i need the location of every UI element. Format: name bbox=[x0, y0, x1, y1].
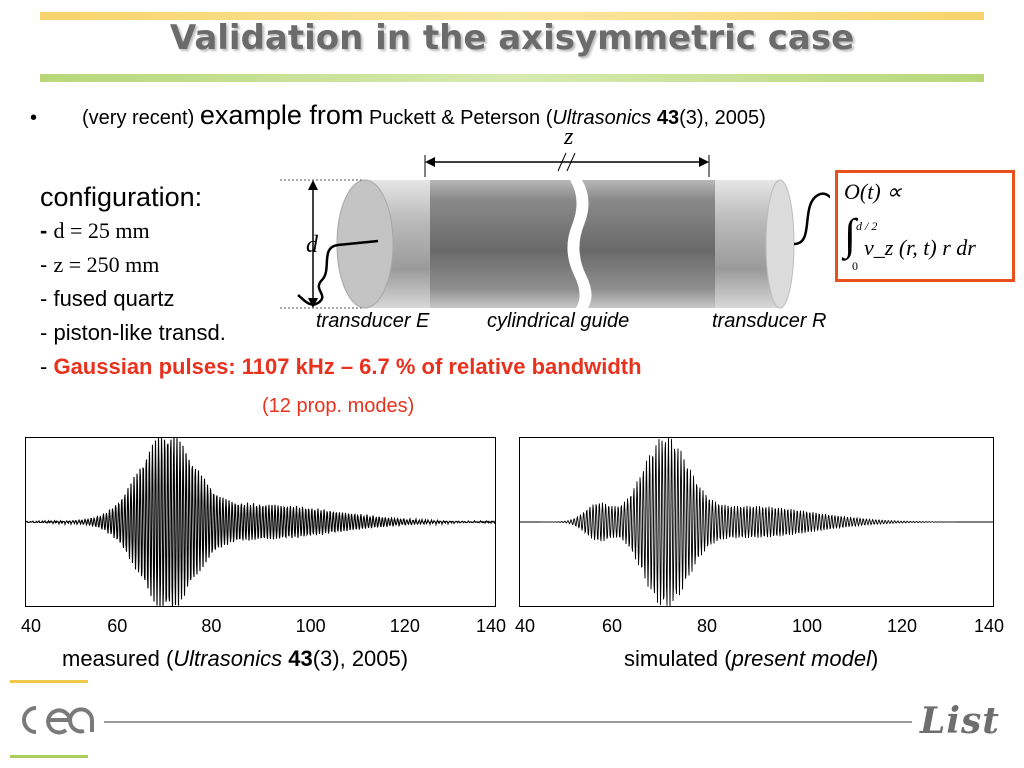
caption-measured-main: measured ( bbox=[62, 646, 174, 671]
config-d-value: d = 25 mm bbox=[53, 218, 150, 243]
config-d: - d = 25 mm bbox=[40, 218, 150, 243]
config-z: - z = 250 mm bbox=[40, 252, 160, 277]
formula-box: O(t) ∝ ∫ d / 2 0 v_z (r, t) r dr bbox=[835, 170, 1015, 282]
formula-upper: d / 2 bbox=[856, 219, 878, 233]
logo-bar-bottom bbox=[10, 755, 88, 758]
footer-line bbox=[104, 721, 912, 723]
waveform-simulated bbox=[520, 436, 993, 608]
formula-line1: O(t) ∝ bbox=[844, 179, 902, 204]
z-break-2 bbox=[566, 152, 576, 172]
bullet-line: • (very recent) example from Puckett & Pe… bbox=[30, 100, 766, 131]
tick-label: 40 bbox=[21, 616, 42, 636]
formula-body: v_z (r, t) r dr bbox=[864, 235, 976, 260]
config-material-value: fused quartz bbox=[53, 286, 175, 311]
tick-label: 80 bbox=[201, 616, 222, 636]
label-transducer-e: transducer E bbox=[316, 310, 430, 332]
cable-r bbox=[793, 192, 830, 246]
caption-measured: measured (Ultrasonics 43(3), 2005) bbox=[62, 646, 408, 672]
guide-break bbox=[567, 180, 592, 308]
transducer-r-end bbox=[765, 179, 795, 309]
caption-simulated-italic: present model bbox=[731, 646, 872, 671]
title-bar-top bbox=[40, 12, 984, 20]
tick-label: 60 bbox=[107, 616, 128, 636]
formula-integral: ∫ bbox=[844, 210, 857, 259]
z-arrowhead-left bbox=[425, 157, 435, 167]
slide-title: Validation in the axisymmetric case bbox=[169, 18, 855, 58]
config-z-value: z = 250 mm bbox=[53, 252, 160, 277]
label-z: z bbox=[564, 124, 574, 150]
d-arrowhead-top bbox=[308, 180, 318, 190]
config-list: configuration: - d = 25 mm - z = 250 mm … bbox=[40, 180, 642, 384]
formula-lower: 0 bbox=[852, 259, 858, 273]
tick-label: 120 bbox=[887, 616, 918, 636]
plot-measured bbox=[25, 437, 496, 607]
logo-bar-top bbox=[10, 680, 88, 683]
config-heading: configuration: bbox=[40, 182, 203, 212]
bullet-part1: (very recent) bbox=[82, 107, 195, 129]
bullet-dot: • bbox=[30, 107, 38, 129]
label-transducer-r: transducer R bbox=[712, 310, 827, 332]
tick-label: 80 bbox=[697, 616, 718, 636]
tick-label: 60 bbox=[602, 616, 623, 636]
caption-measured-rest: (3), 2005) bbox=[312, 646, 409, 671]
waveform-measured-line bbox=[25, 437, 496, 607]
config-transducer: - piston-like transd. bbox=[40, 320, 226, 345]
label-guide: cylindrical guide bbox=[487, 310, 630, 332]
bullet-journal: Ultrasonics bbox=[552, 107, 652, 129]
d-arrowhead-bottom bbox=[308, 298, 318, 308]
z-arrowhead-right bbox=[699, 157, 709, 167]
tick-label: 100 bbox=[792, 616, 823, 636]
z-break-1 bbox=[557, 152, 567, 172]
waveform-measured bbox=[25, 437, 496, 607]
bullet-issue: (3), 2005) bbox=[679, 107, 766, 129]
tick-label: 100 bbox=[295, 616, 326, 636]
tick-label: 140 bbox=[476, 616, 507, 636]
ticks-measured bbox=[25, 607, 496, 615]
bullet-part3: Puckett & Peterson ( bbox=[368, 107, 553, 129]
prop-modes: (12 prop. modes) bbox=[262, 395, 415, 417]
caption-measured-volume: 43 bbox=[288, 646, 313, 671]
caption-measured-journal: Ultrasonics bbox=[173, 646, 283, 671]
bullet-part2: example from bbox=[199, 100, 364, 130]
cea-logo bbox=[22, 706, 94, 735]
title-bar-bottom bbox=[40, 74, 984, 82]
tick-label: 40 bbox=[515, 616, 536, 636]
config-material: - fused quartz bbox=[40, 286, 175, 311]
config-pulses-value: Gaussian pulses: 1107 kHz – 6.7 % of rel… bbox=[53, 354, 642, 379]
caption-simulated-rest: ) bbox=[871, 646, 879, 671]
caption-simulated-main: simulated ( bbox=[624, 646, 732, 671]
bullet-volume: 43 bbox=[656, 107, 680, 129]
config-transducer-value: piston-like transd. bbox=[53, 320, 226, 345]
config-pulses: - Gaussian pulses: 1107 kHz – 6.7 % of r… bbox=[40, 354, 642, 379]
list-logo: List bbox=[920, 700, 1000, 742]
waveform-simulated-line bbox=[520, 436, 993, 608]
cylinder-diagram bbox=[280, 152, 830, 309]
ticklabels-simulated: 40 60 80 100 120 140 bbox=[0, 616, 1024, 640]
ticklabels-measured: 40 60 80 100 120 140 bbox=[0, 616, 1024, 640]
plot-simulated bbox=[519, 436, 994, 608]
cable-e bbox=[297, 239, 379, 306]
tick-label: 120 bbox=[389, 616, 420, 636]
label-d: d bbox=[306, 232, 318, 258]
tick-label: 140 bbox=[974, 616, 1005, 636]
caption-simulated: simulated (present model) bbox=[624, 646, 878, 672]
